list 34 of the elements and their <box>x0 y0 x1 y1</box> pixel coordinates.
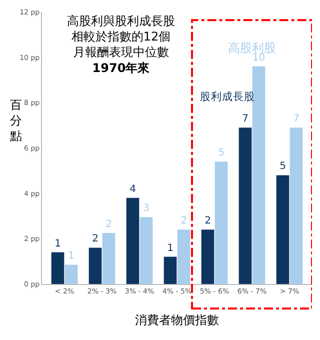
bar <box>126 198 140 284</box>
data-label: 2 <box>180 216 187 227</box>
bar <box>214 162 228 284</box>
data-label: 10 <box>252 52 266 64</box>
data-label: 7 <box>293 114 300 125</box>
data-label: 7 <box>242 114 248 125</box>
bar <box>252 66 266 284</box>
bar <box>177 230 190 284</box>
data-label: 2 <box>204 216 211 227</box>
data-label: 2 <box>106 219 112 230</box>
bar <box>276 175 290 284</box>
text: 1970年來 <box>92 60 151 75</box>
x-axis-title: 消費者物價指數 <box>135 313 219 327</box>
bar <box>201 230 214 284</box>
bar <box>64 264 78 284</box>
data-label: 1 <box>68 250 74 262</box>
data-label: 1 <box>54 238 61 250</box>
series-label: 高股利股 <box>228 41 276 55</box>
bar <box>238 128 252 284</box>
bar <box>290 128 303 284</box>
data-label: 1 <box>167 242 174 254</box>
bar <box>88 248 102 284</box>
bar <box>164 256 177 284</box>
text: 股利成長股 <box>200 90 255 103</box>
bar <box>102 233 116 284</box>
data-label: 5 <box>280 161 286 172</box>
data-label: 5 <box>218 148 224 159</box>
data-label: 4 <box>130 184 136 195</box>
bar <box>140 217 153 284</box>
text: 高股利與股利成長股相較於指數的12個月報酬表現中位數 <box>67 14 175 60</box>
data-label: 2 <box>92 234 98 245</box>
y-axis-title: 百分點 <box>9 98 22 144</box>
data-label: 3 <box>143 203 150 214</box>
bar <box>51 252 64 284</box>
